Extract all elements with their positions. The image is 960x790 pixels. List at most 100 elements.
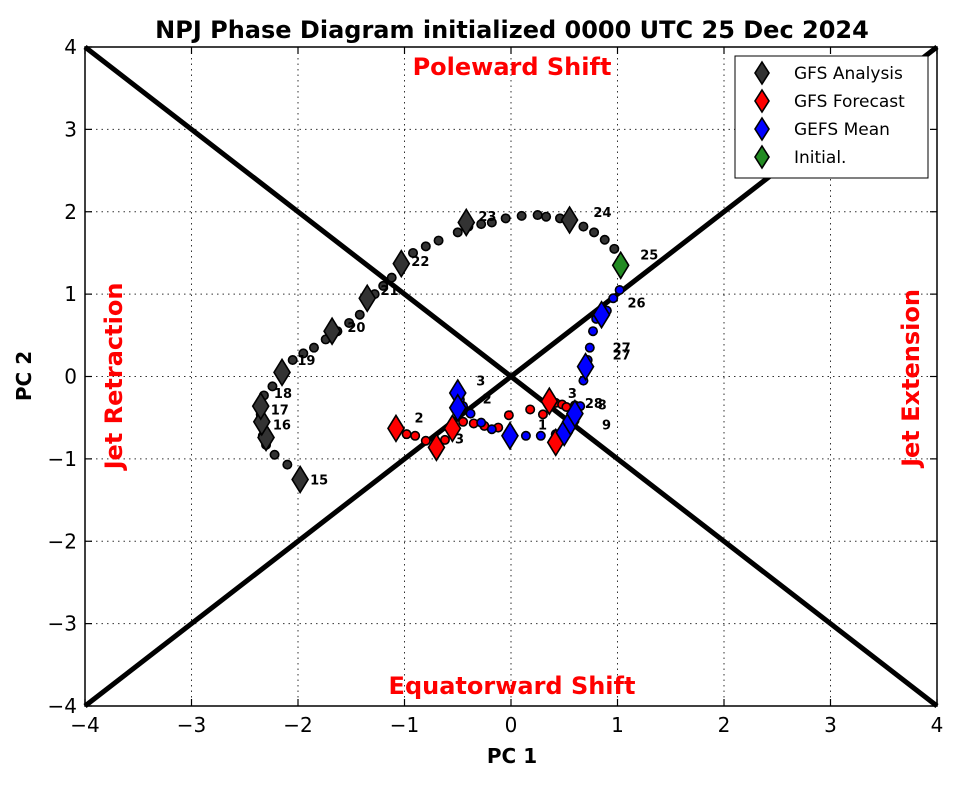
point-label-gefs-mean-4: 26 [628, 296, 646, 311]
diamond-marker-4 [273, 357, 291, 387]
point-gefs-mean-5 [486, 424, 497, 435]
y-axis-label: PC 2 [12, 351, 36, 401]
region-label-poleward: Poleward Shift [413, 53, 612, 81]
point-label-gfs-forecast-3: 8 [598, 399, 607, 414]
point-gfs-analysis-28 [476, 219, 487, 230]
point-gefs-mean-23 [608, 293, 619, 304]
point-gfs-analysis-38 [599, 234, 610, 245]
point-gfs-analysis-24 [420, 241, 431, 252]
point-gfs-analysis-33 [541, 211, 552, 222]
diamond-marker-10 [387, 413, 405, 443]
diamond-marker-5 [323, 316, 342, 346]
x-tick-label-7: 3 [824, 713, 837, 737]
point-gfs-analysis-21 [386, 272, 397, 283]
point-gfs-analysis-17 [354, 309, 365, 320]
x-tick-label-0: −4 [70, 713, 99, 737]
legend-marker-0 [754, 60, 770, 86]
y-tick-label-6: 2 [64, 200, 77, 224]
point-gfs-analysis-36 [578, 221, 589, 232]
point-gfs-analysis-11 [287, 355, 298, 366]
region-label-jet-extension: Jet Extension [897, 289, 925, 469]
legend: GFS Analysis GFS Forecast GEFS Mean Initial… [734, 55, 929, 179]
point-gefs-mean-4 [476, 417, 487, 428]
diamond-marker-0 [291, 464, 310, 494]
point-label-gfs-analysis-9: 24 [593, 206, 611, 221]
y-tick-label-0: −4 [48, 694, 77, 718]
point-label-gefs-mean-0: 1 [538, 418, 547, 433]
region-label-jet-retraction: Jet Retraction [100, 283, 128, 472]
diamond-marker-17 [500, 421, 519, 451]
point-gfs-forecast-1 [401, 429, 412, 440]
diamond-marker-22 [592, 300, 611, 330]
point-label-gfs-analysis-5: 20 [347, 321, 365, 336]
point-gfs-forecast-13 [537, 409, 548, 420]
chart-title: NPJ Phase Diagram initialized 0000 UTC 2… [155, 16, 869, 44]
point-gfs-analysis-12 [298, 348, 309, 359]
point-gfs-analysis-30 [500, 213, 511, 224]
y-tick-label-4: 0 [64, 365, 77, 389]
point-gfs-analysis-37 [589, 227, 600, 238]
point-gfs-forecast-2 [410, 430, 421, 441]
point-gefs-mean-3 [465, 408, 476, 419]
y-tick-label-5: 1 [64, 282, 77, 306]
diamond-marker-11 [427, 432, 446, 462]
x-tick-label-2: −2 [283, 713, 312, 737]
point-gfs-analysis-1 [282, 459, 293, 470]
point-label-gfs-forecast-0: 2 [415, 412, 424, 427]
point-label-gfs-analysis-8: 23 [478, 210, 496, 225]
diamond-marker-7 [392, 249, 411, 279]
legend-marker-1 [754, 88, 770, 114]
diamond-marker-6 [358, 283, 377, 313]
x-tick-label-4: 0 [505, 713, 518, 737]
point-gfs-analysis-39 [609, 243, 620, 254]
point-gfs-analysis-23 [408, 247, 419, 258]
diamond-markers [251, 205, 630, 494]
diamond-marker-12 [443, 413, 462, 443]
diamond-marker-23 [611, 250, 630, 280]
point-gefs-mean-19 [588, 326, 599, 337]
diamond-marker-3 [251, 391, 270, 421]
diamond-marker-20 [565, 399, 584, 429]
y-tick-label-3: −1 [48, 447, 77, 471]
point-label-gfs-analysis-0: 15 [310, 473, 328, 488]
point-label-gefs-mean-7: 28 [585, 397, 603, 412]
legend-label-3: Initial. [794, 148, 846, 168]
point-label-gefs-mean-2: 3 [476, 375, 485, 390]
point-gfs-analysis-13 [308, 342, 319, 353]
point-label-gfs-analysis-6: 21 [380, 284, 398, 299]
point-gfs-analysis-9 [267, 381, 278, 392]
point-gfs-analysis-2 [269, 449, 280, 460]
point-label-gefs-mean-1: 2 [483, 393, 492, 408]
y-tick-label-8: 4 [64, 35, 77, 59]
point-gefs-mean-24 [614, 285, 625, 296]
x-tick-label-8: 4 [931, 713, 944, 737]
point-label-gfs-forecast-2: 3 [568, 387, 577, 402]
legend-marker-2 [754, 116, 770, 142]
point-gfs-analysis-16 [344, 317, 355, 328]
x-tick-label-5: 1 [611, 713, 624, 737]
legend-marker-3 [754, 144, 770, 170]
point-gefs-mean-7 [520, 430, 531, 441]
point-gfs-forecast-3 [420, 435, 431, 446]
data-marks [251, 205, 630, 494]
x-tick-label-1: −3 [177, 713, 206, 737]
point-gfs-analysis-29 [486, 217, 497, 228]
point-label-gfs-analysis-2: 17 [271, 403, 289, 418]
diamond-marker-2 [252, 407, 271, 437]
point-label-gefs-mean-5: 27 [613, 342, 631, 357]
x-tick-label-3: −1 [390, 713, 419, 737]
point-label-gfs-forecast-1: 3 [455, 432, 464, 447]
point-label-gfs-analysis-3: 18 [274, 387, 292, 402]
legend-label-0: GFS Analysis [794, 64, 903, 84]
point-gefs-mean-18 [584, 342, 595, 353]
point-label-gfs-analysis-1: 16 [273, 418, 291, 433]
diamond-marker-9 [560, 205, 579, 235]
legend-label-1: GFS Forecast [794, 92, 905, 112]
point-label-gfs-analysis-10: 25 [640, 249, 658, 264]
point-gfs-analysis-31 [516, 210, 527, 221]
point-gfs-forecast-7 [458, 416, 469, 427]
y-tick-label-2: −2 [48, 529, 77, 553]
